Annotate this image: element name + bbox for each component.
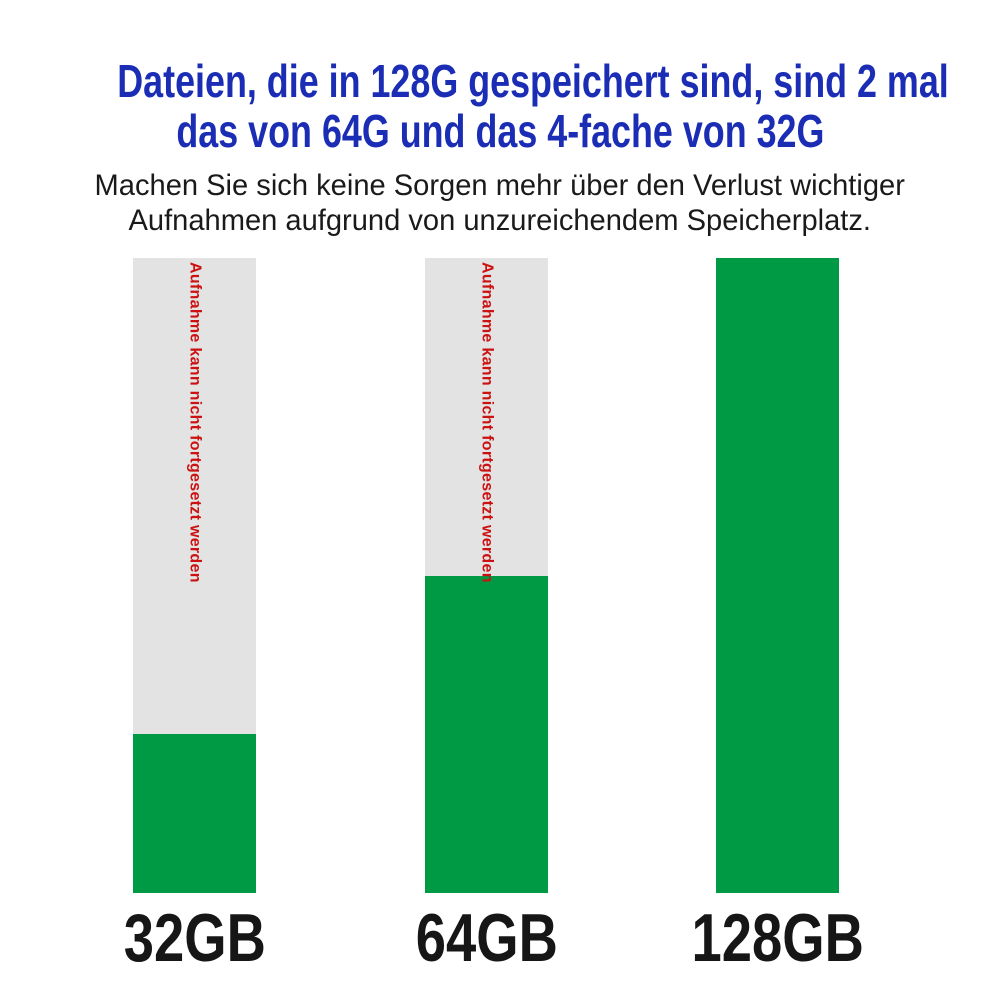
page-title: Dateien, die in 128G gespeichert sind, s… — [0, 56, 1000, 156]
bar-group-32gb: Aufnahme kann nicht fortgesetzt werden 3… — [123, 258, 266, 998]
bar-track-32gb: Aufnahme kann nicht fortgesetzt werden — [133, 258, 256, 893]
bar-group-64gb: Aufnahme kann nicht fortgesetzt werden 6… — [415, 258, 558, 998]
bar-label-32gb: 32GB — [123, 900, 266, 976]
warning-text-32gb: Aufnahme kann nicht fortgesetzt werden — [186, 262, 204, 583]
bar-label-64gb: 64GB — [415, 900, 558, 976]
title-line-2: das von 64G und das 4-fache von 32G — [175, 105, 825, 157]
bar-fill-64gb — [425, 575, 548, 893]
bar-fill-32gb — [133, 734, 256, 893]
subtitle-line-2: Aufnahmen aufgrund von unzureichendem Sp… — [128, 204, 872, 237]
warning-text-64gb: Aufnahme kann nicht fortgesetzt werden — [478, 262, 496, 583]
subtitle-line-1: Machen Sie sich keine Sorgen mehr über d… — [94, 169, 906, 202]
bar-fill-128gb — [716, 258, 839, 893]
bar-group-128gb: 128GB — [691, 258, 864, 998]
title-line-1: Dateien, die in 128G gespeichert sind, s… — [117, 55, 949, 107]
page-subtitle: Machen Sie sich keine Sorgen mehr über d… — [0, 168, 1000, 238]
bar-track-64gb: Aufnahme kann nicht fortgesetzt werden — [425, 258, 548, 893]
bar-track-128gb — [716, 258, 839, 893]
bar-label-128gb: 128GB — [691, 900, 864, 976]
